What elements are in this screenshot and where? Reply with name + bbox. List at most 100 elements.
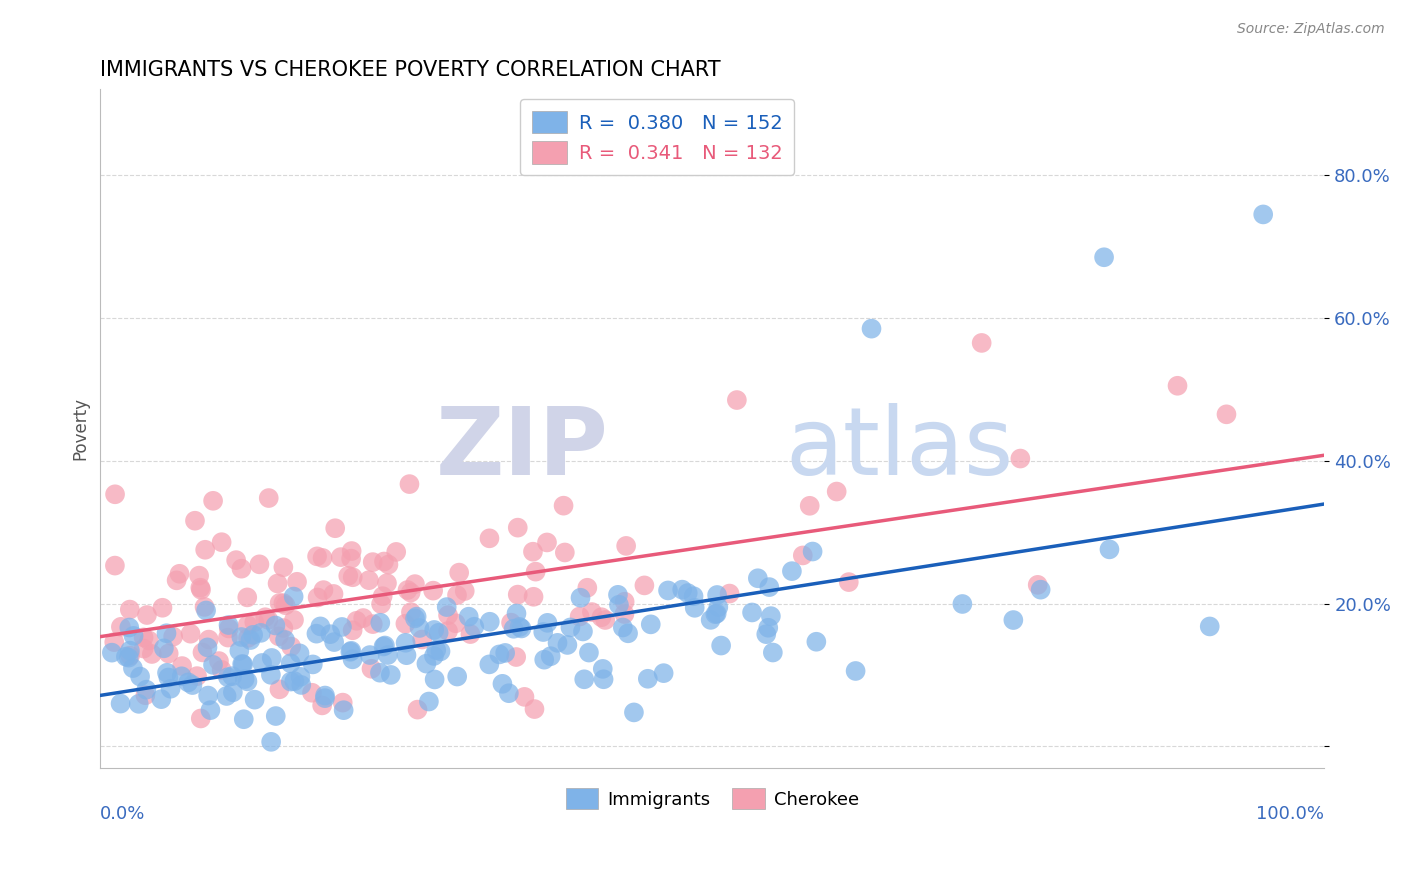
Point xyxy=(301,657,323,672)
Point xyxy=(352,611,374,625)
Point xyxy=(340,644,363,658)
Point xyxy=(523,702,546,716)
Point xyxy=(488,648,510,662)
Point xyxy=(614,539,637,553)
Point xyxy=(423,623,446,637)
Point xyxy=(581,605,603,619)
Point xyxy=(217,670,239,684)
Point xyxy=(273,621,295,635)
Point xyxy=(568,609,591,624)
Point xyxy=(110,620,132,634)
Point xyxy=(359,648,381,662)
Point xyxy=(375,576,398,591)
Point xyxy=(569,591,592,605)
Text: atlas: atlas xyxy=(786,403,1014,495)
Point xyxy=(257,613,280,627)
Point xyxy=(683,600,706,615)
Point xyxy=(269,596,291,610)
Legend: Immigrants, Cherokee: Immigrants, Cherokee xyxy=(558,781,866,816)
Point xyxy=(283,590,305,604)
Point xyxy=(845,664,868,678)
Point xyxy=(301,686,323,700)
Point xyxy=(838,575,860,590)
Point xyxy=(1010,451,1032,466)
Point xyxy=(404,611,426,625)
Point xyxy=(510,622,533,636)
Point xyxy=(232,657,254,672)
Point xyxy=(699,613,721,627)
Point xyxy=(1002,613,1025,627)
Point xyxy=(399,605,422,619)
Point xyxy=(243,692,266,706)
Point xyxy=(478,615,501,629)
Point xyxy=(340,544,363,558)
Point xyxy=(197,689,219,703)
Point xyxy=(423,673,446,687)
Point xyxy=(118,602,141,616)
Point xyxy=(191,645,214,659)
Point xyxy=(756,621,779,635)
Point xyxy=(264,618,287,632)
Point xyxy=(444,616,467,631)
Point xyxy=(411,632,433,647)
Point xyxy=(637,672,659,686)
Point xyxy=(340,551,363,566)
Point xyxy=(707,600,730,615)
Point xyxy=(522,544,544,558)
Point xyxy=(652,666,675,681)
Point xyxy=(970,335,993,350)
Point xyxy=(801,544,824,558)
Point xyxy=(103,635,125,649)
Point xyxy=(198,632,221,647)
Point xyxy=(309,619,332,633)
Point xyxy=(190,582,212,597)
Point xyxy=(361,617,384,632)
Point xyxy=(860,321,883,335)
Point xyxy=(288,646,311,660)
Point xyxy=(217,631,239,645)
Point xyxy=(273,596,295,610)
Point xyxy=(593,613,616,627)
Point xyxy=(780,564,803,578)
Point xyxy=(368,665,391,680)
Point xyxy=(104,487,127,501)
Point xyxy=(186,669,208,683)
Point xyxy=(509,620,531,634)
Point xyxy=(377,558,399,572)
Point xyxy=(323,635,346,649)
Point xyxy=(231,562,253,576)
Point xyxy=(536,615,558,630)
Point xyxy=(135,682,157,697)
Point xyxy=(200,703,222,717)
Point xyxy=(339,645,361,659)
Point xyxy=(211,663,233,677)
Point xyxy=(330,620,353,634)
Point xyxy=(118,643,141,657)
Point xyxy=(236,591,259,605)
Point xyxy=(202,657,225,672)
Point xyxy=(232,712,254,726)
Point xyxy=(607,598,630,612)
Point xyxy=(385,545,408,559)
Point xyxy=(110,697,132,711)
Point xyxy=(617,626,640,640)
Point xyxy=(274,632,297,647)
Point xyxy=(494,646,516,660)
Point xyxy=(741,606,763,620)
Point xyxy=(592,662,614,676)
Point xyxy=(150,692,173,706)
Point xyxy=(806,634,828,648)
Point xyxy=(799,499,821,513)
Point xyxy=(181,678,204,692)
Point xyxy=(747,571,769,585)
Point xyxy=(574,673,596,687)
Point xyxy=(395,648,418,663)
Point xyxy=(269,682,291,697)
Point xyxy=(759,609,782,624)
Point xyxy=(758,580,780,594)
Point xyxy=(159,681,181,696)
Point xyxy=(193,599,215,614)
Point xyxy=(332,703,354,717)
Point xyxy=(1215,407,1237,421)
Point xyxy=(322,587,344,601)
